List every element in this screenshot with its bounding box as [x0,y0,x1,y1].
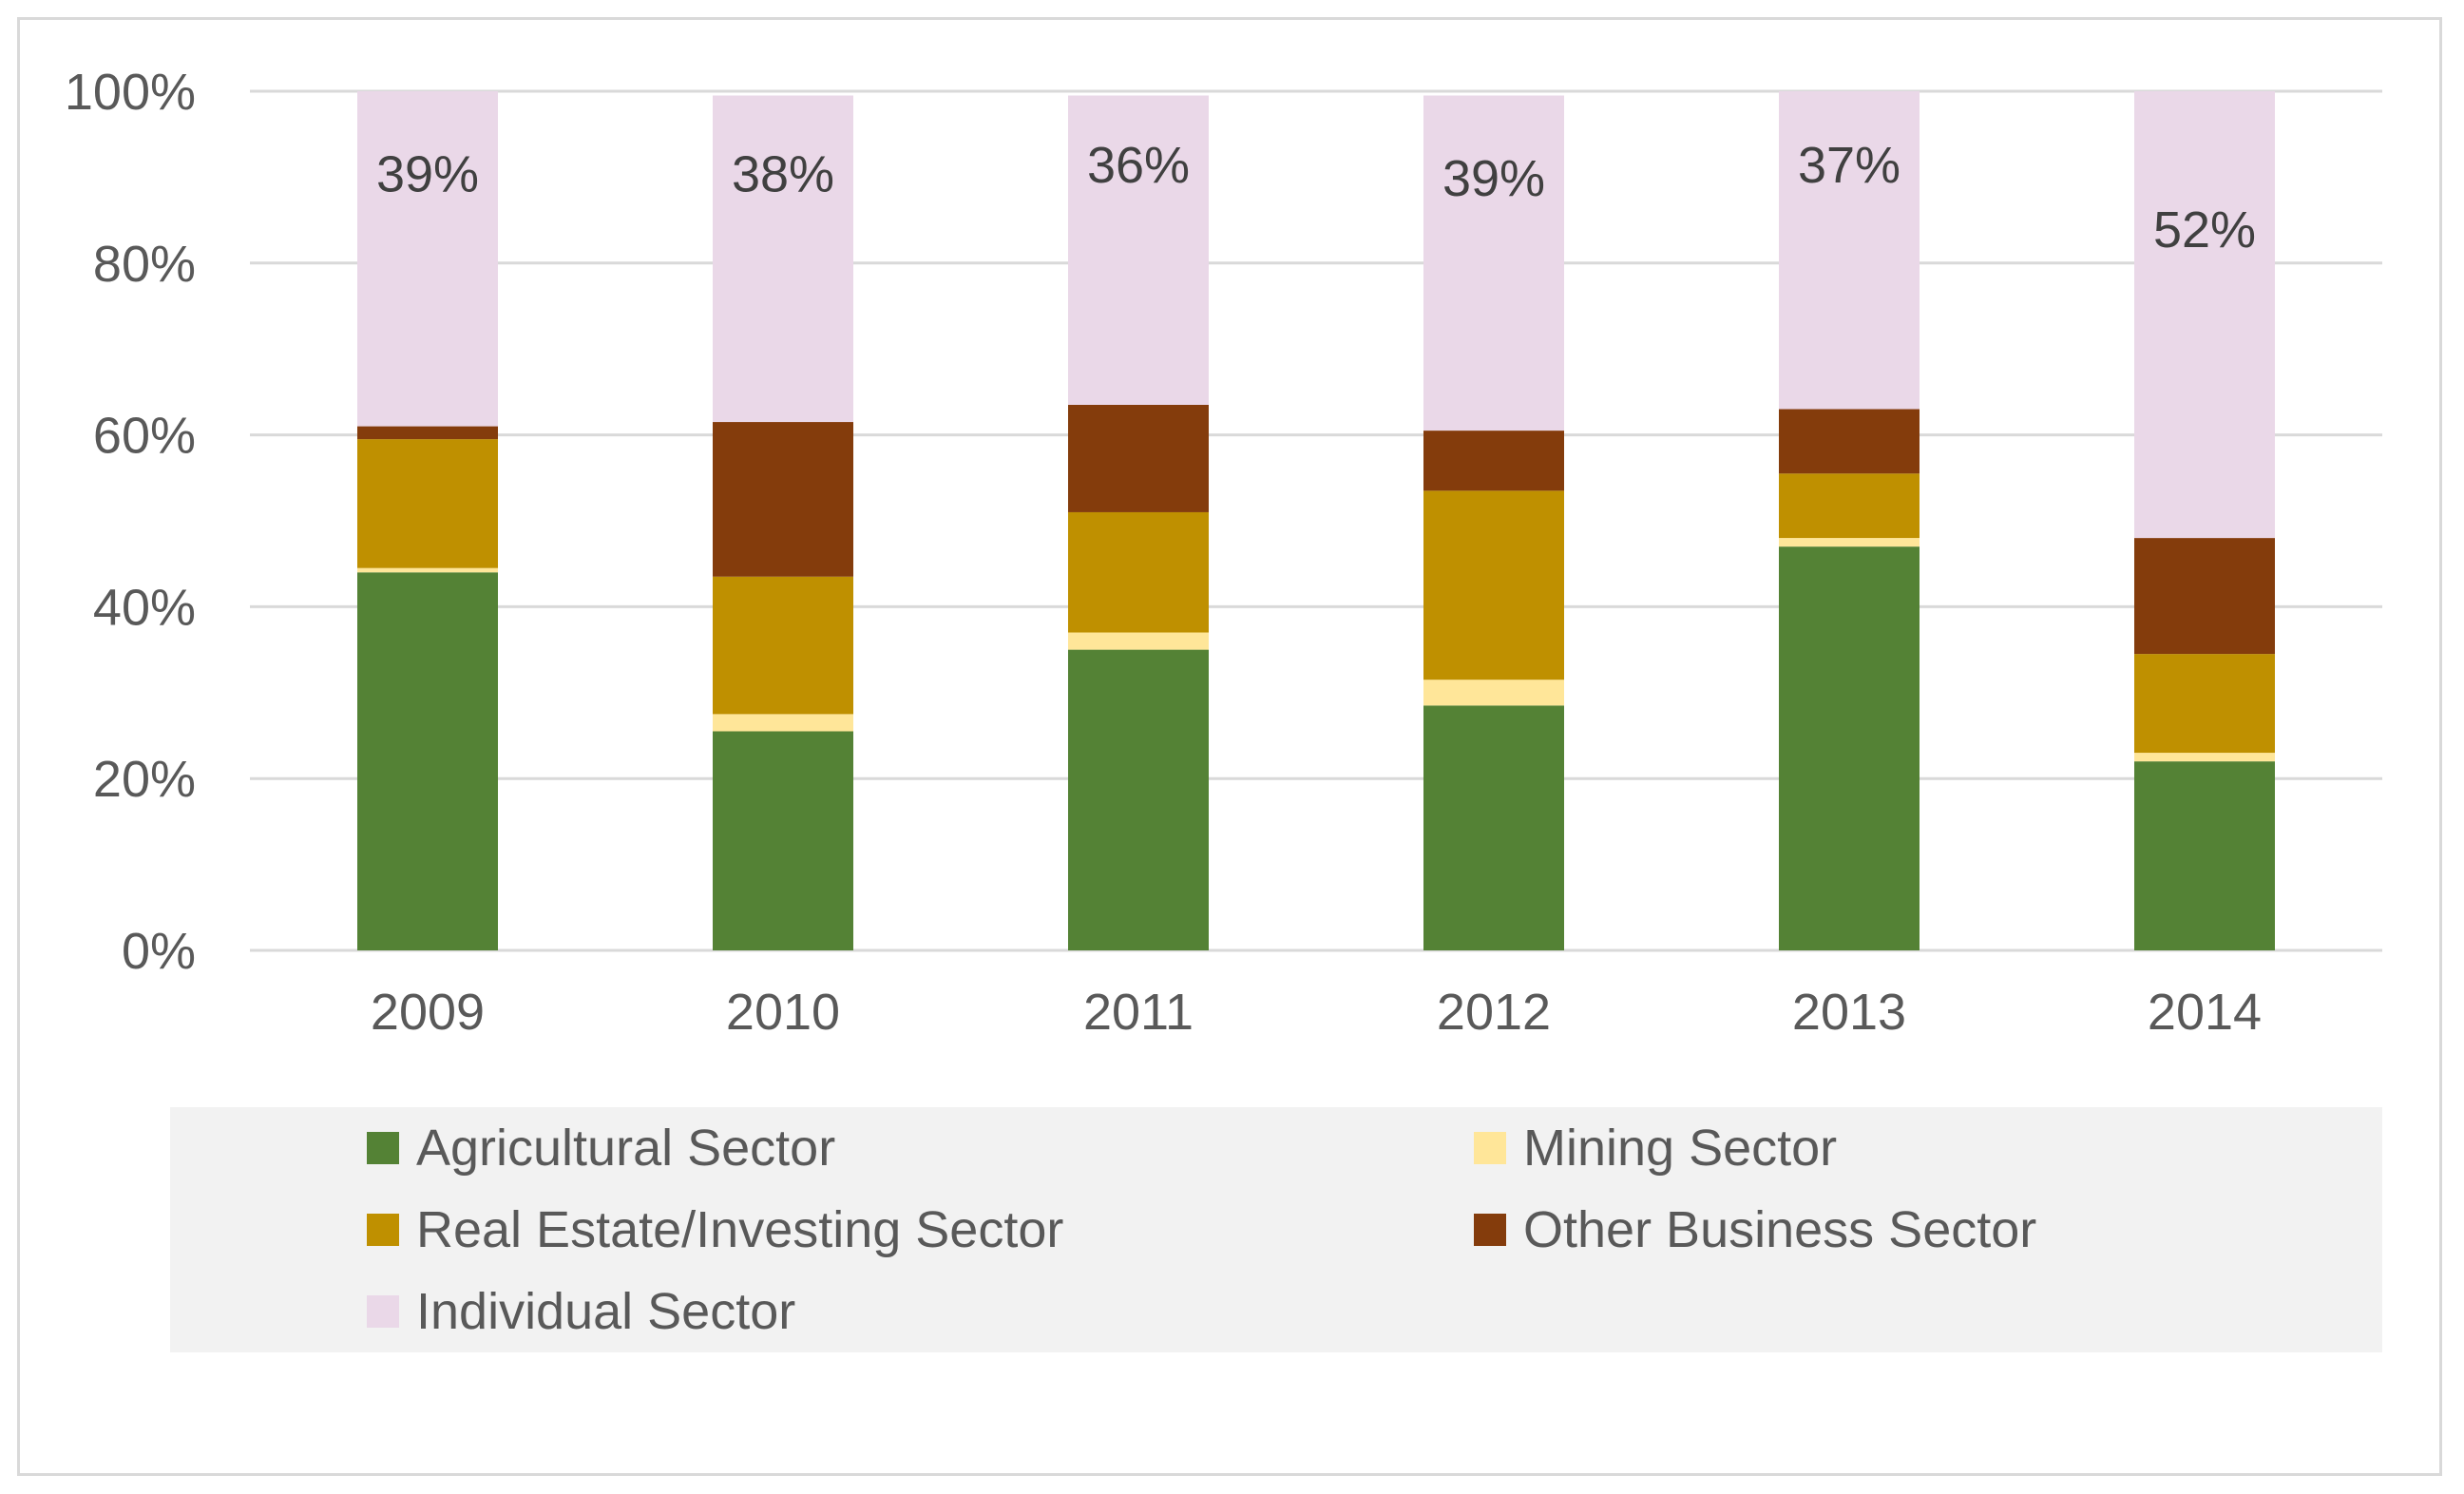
data-label: 38% [732,145,834,202]
bar-segment [2134,761,2275,950]
x-tick-label: 2011 [1083,984,1194,1041]
legend-swatch [367,1214,399,1246]
y-tick-label: 40% [93,579,196,636]
bar-segment [1423,680,1564,706]
bar-segment [713,576,853,715]
legend-swatch [1474,1214,1506,1246]
y-tick-label: 100% [65,64,196,121]
bar-segment [1423,431,1564,491]
bar-segment [357,91,498,427]
data-label: 39% [1442,150,1545,207]
data-label: 39% [376,145,479,202]
bar-segment [2134,753,2275,762]
chart-frame: 0% 20% 40% 60% 80% 100% 39% 38% 36% 39% 37% 52% 20… [17,17,2442,1476]
y-tick-label: 60% [93,408,196,465]
bar-segment [2134,91,2275,539]
bar-segment [1068,632,1209,650]
bar-segment [1423,490,1564,680]
x-tick-label: 2012 [1437,984,1551,1041]
data-labels: 39% 38% 36% 39% 37% 52% [376,137,2256,259]
bar-segment [1068,404,1209,512]
y-tick-label: 20% [93,751,196,808]
data-label: 36% [1087,137,1190,194]
bar-segment [713,95,853,423]
x-tick-label: 2010 [726,984,840,1041]
x-tick-label: 2014 [2148,984,2262,1041]
bar-segment [2134,538,2275,655]
bar-segment [2134,654,2275,754]
data-label: 52% [2153,201,2256,259]
y-axis-ticks: 0% 20% 40% 60% 80% 100% [65,64,196,980]
bar-segment [1779,409,1920,474]
y-tick-label: 80% [93,236,196,293]
bar-segment [1068,95,1209,405]
legend-label: Real Estate/Investing Sector [416,1201,1063,1258]
bar-segment [1779,546,1920,950]
legend-label: Individual Sector [416,1283,795,1340]
bar-segment [713,731,853,950]
bar-segment [357,426,498,440]
bar-segment [1423,95,1564,431]
bar-segment [1423,705,1564,950]
legend-label: Mining Sector [1523,1120,1837,1177]
legend-background [170,1107,2382,1352]
bar-segment [1779,91,1920,410]
x-axis-ticks: 2009 2010 2011 2012 2013 2014 [371,984,2262,1041]
legend-swatch [1474,1132,1506,1164]
legend-swatch [367,1295,399,1328]
bar-segment [357,567,498,573]
gridlines [250,89,2382,952]
legend-swatch [367,1132,399,1164]
bar-segment [1068,511,1209,633]
bar-segment [713,422,853,577]
x-tick-label: 2013 [1792,984,1906,1041]
legend: Agricultural Sector Mining Sector Real Est… [170,1107,2382,1352]
bar-segment [357,439,498,568]
x-tick-label: 2009 [371,984,485,1041]
data-label: 37% [1798,137,1901,194]
bar-segment [357,572,498,950]
y-tick-label: 0% [122,923,196,980]
legend-label: Other Business Sector [1523,1201,2036,1258]
bar-segment [1779,538,1920,547]
legend-label: Agricultural Sector [416,1120,835,1177]
bar-segment [713,714,853,732]
stacked-bar-chart: 0% 20% 40% 60% 80% 100% 39% 38% 36% 39% 37% 52% 20… [65,64,2382,1352]
bar-segment [1068,649,1209,950]
bar-segment [1779,473,1920,539]
bars [357,91,2275,950]
